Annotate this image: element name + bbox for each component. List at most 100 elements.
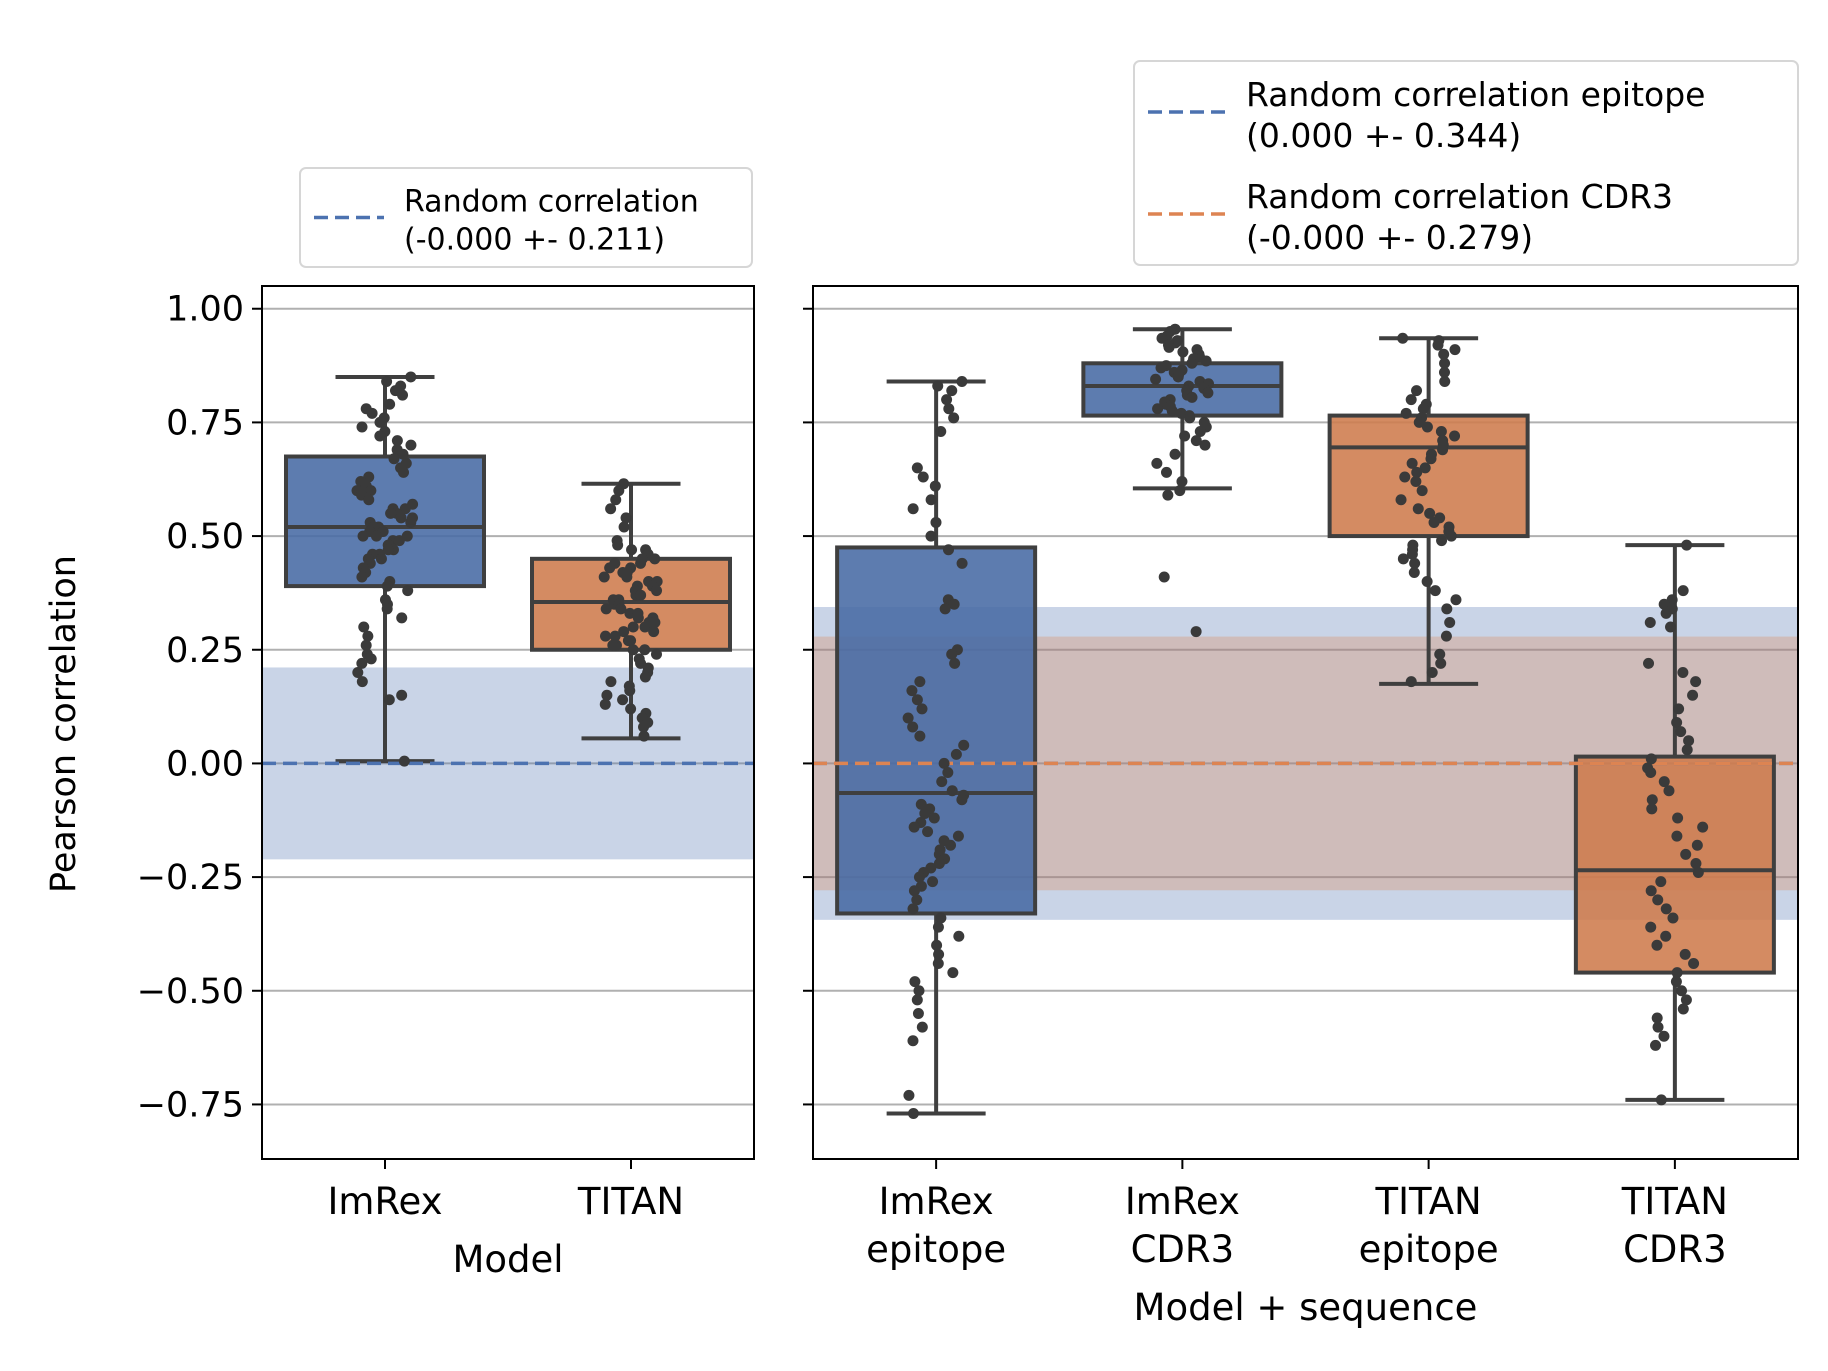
data-point [1665, 621, 1677, 633]
data-point [1645, 885, 1657, 897]
data-point [1413, 416, 1425, 428]
data-point [1646, 794, 1658, 806]
data-point [624, 685, 636, 697]
data-point [1421, 576, 1433, 588]
data-point [914, 676, 926, 688]
data-point [1660, 607, 1672, 619]
data-point [911, 462, 923, 474]
data-point [1673, 703, 1685, 715]
data-point [1660, 903, 1672, 915]
data-point [1156, 332, 1168, 344]
data-point [1412, 503, 1424, 515]
data-point [374, 430, 386, 442]
data-point [632, 612, 644, 624]
data-point [399, 503, 411, 515]
axes-frame [812, 285, 1799, 1160]
data-point [366, 407, 378, 419]
data-point [600, 603, 612, 615]
data-point [1190, 626, 1202, 638]
data-point [953, 930, 965, 942]
x-tick-label: CDR3 [1131, 1228, 1235, 1271]
x-tick-label: ImRex [327, 1180, 442, 1223]
data-point [917, 471, 929, 483]
data-point [1671, 830, 1683, 842]
data-point [620, 512, 632, 524]
data-point [397, 448, 409, 460]
data-point [907, 1108, 919, 1120]
data-point [1437, 444, 1449, 456]
data-point [1677, 666, 1689, 678]
data-point [1444, 616, 1456, 628]
data-point [1163, 341, 1175, 353]
data-point [948, 598, 960, 610]
data-point [1650, 1039, 1662, 1051]
data-point [1406, 548, 1418, 560]
data-point [1169, 448, 1181, 460]
data-point [1158, 571, 1170, 583]
data-point [598, 571, 610, 583]
data-point [1681, 539, 1693, 551]
data-point [902, 712, 914, 724]
data-point [946, 385, 958, 397]
data-point [648, 626, 660, 638]
y-tick-label: 0.75 [166, 403, 244, 443]
x-tick-label: TITAN [1375, 1180, 1482, 1223]
data-point [383, 694, 395, 706]
data-point [615, 603, 627, 615]
data-point [1432, 339, 1444, 351]
data-point [939, 603, 951, 615]
data-point [1660, 930, 1672, 942]
data-point [1397, 553, 1409, 565]
data-point [909, 976, 921, 988]
data-point [609, 630, 621, 642]
legend-box [299, 167, 753, 268]
data-point [1151, 457, 1163, 469]
data-point [374, 416, 386, 428]
data-point [956, 375, 968, 387]
data-point [1411, 466, 1423, 478]
data-point [1190, 435, 1202, 447]
data-point [922, 826, 934, 838]
data-point [1683, 735, 1695, 747]
data-point [1646, 803, 1658, 815]
data-point [925, 494, 937, 506]
data-point [604, 562, 616, 574]
data-point [958, 739, 970, 751]
data-point [1155, 362, 1167, 374]
data-point [388, 453, 400, 465]
data-point [1177, 346, 1189, 358]
data-point [1405, 394, 1417, 406]
data-point [1449, 344, 1461, 356]
data-point [903, 1089, 915, 1101]
data-point [1667, 912, 1679, 924]
x-tick-label: TITAN [577, 1180, 684, 1223]
data-point [638, 730, 650, 742]
data-point [357, 530, 369, 542]
data-point [1663, 785, 1675, 797]
data-point [932, 380, 944, 392]
data-point [1429, 585, 1441, 597]
data-point [916, 1021, 928, 1033]
data-point [1652, 894, 1664, 906]
data-point [956, 794, 968, 806]
data-point [1176, 476, 1188, 488]
data-point [1395, 494, 1407, 506]
data-point [952, 830, 964, 842]
data-point [1687, 689, 1699, 701]
data-point [1166, 405, 1178, 417]
data-point [624, 607, 636, 619]
data-point [626, 544, 638, 556]
legend-label: (0.000 +- 0.344) [1246, 116, 1521, 155]
data-point [639, 644, 651, 656]
data-point [1186, 391, 1198, 403]
data-point [650, 648, 662, 660]
data-point [1450, 594, 1462, 606]
data-point [396, 612, 408, 624]
x-tick-label: epitope [866, 1228, 1006, 1271]
data-point [1690, 676, 1702, 688]
data-point [1643, 657, 1655, 669]
data-point [1152, 403, 1164, 415]
panel-model-sequence: ImRex epitope ImRex CDR3 TITAN epitope TITAN CD… [803, 60, 1799, 1329]
box [1573, 754, 1776, 975]
data-point [914, 730, 926, 742]
